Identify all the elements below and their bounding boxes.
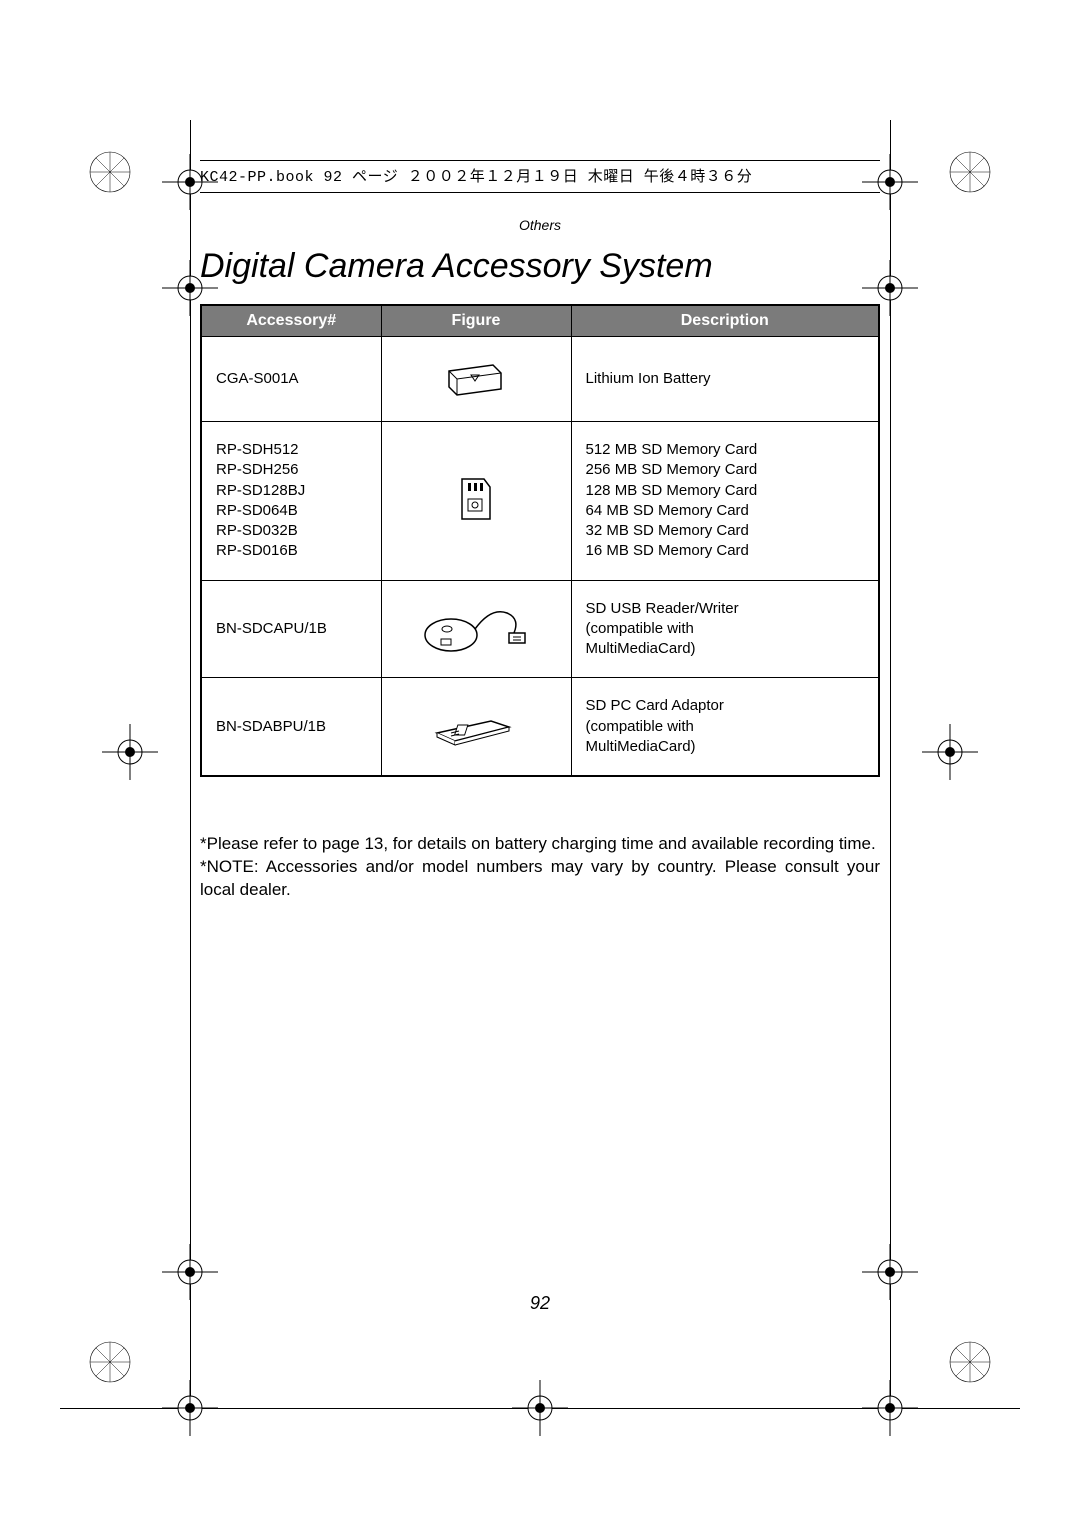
accessory-number: RP-SDH512 RP-SDH256 RP-SD128BJ RP-SD064B… <box>201 422 381 581</box>
battery-icon <box>441 355 511 403</box>
reg-mark-icon <box>948 150 992 194</box>
pccard-icon <box>431 703 521 751</box>
crosshair-icon <box>918 720 982 784</box>
figure-cell <box>381 337 571 422</box>
crosshair-icon <box>98 720 162 784</box>
footnotes: *Please refer to page 13, for details on… <box>200 833 880 902</box>
reg-mark-icon <box>948 1340 992 1384</box>
table-row: BN-SDCAPU/1B SD USB R <box>201 580 879 678</box>
reg-mark-icon <box>88 1340 132 1384</box>
figure-cell <box>381 580 571 678</box>
col-accessory: Accessory# <box>201 305 381 337</box>
footnote-2: *NOTE: Accessories and/or model numbers … <box>200 856 880 902</box>
page-content: KC42-PP.book 92 ページ ２００２年１２月１９日 木曜日 午後４時… <box>200 160 880 1360</box>
reg-mark-icon <box>88 150 132 194</box>
accessory-description: SD PC Card Adaptor (compatible with Mult… <box>571 678 879 776</box>
figure-cell <box>381 422 571 581</box>
accessory-description: Lithium Ion Battery <box>571 337 879 422</box>
crosshair-icon <box>858 1376 922 1440</box>
table-row: RP-SDH512 RP-SDH256 RP-SD128BJ RP-SD064B… <box>201 422 879 581</box>
table-row: CGA-S001A Lithium Ion Battery <box>201 337 879 422</box>
col-figure: Figure <box>381 305 571 337</box>
header-metadata: KC42-PP.book 92 ページ ２００２年１２月１９日 木曜日 午後４時… <box>200 161 880 193</box>
crosshair-icon <box>508 1376 572 1440</box>
page-number: 92 <box>200 1293 880 1314</box>
accessory-number: BN-SDCAPU/1B <box>201 580 381 678</box>
sdcard-icon <box>454 473 498 529</box>
crosshair-icon <box>158 1376 222 1440</box>
table-row: BN-SDABPU/1B SD PC Card Adaptor (com <box>201 678 879 776</box>
page-title: Digital Camera Accessory System <box>200 247 880 286</box>
footnote-1: *Please refer to page 13, for details on… <box>200 833 880 856</box>
accessory-number: CGA-S001A <box>201 337 381 422</box>
section-label: Others <box>200 217 880 233</box>
usbreader-icon <box>421 599 531 659</box>
accessory-description: SD USB Reader/Writer (compatible with Mu… <box>571 580 879 678</box>
accessory-description: 512 MB SD Memory Card 256 MB SD Memory C… <box>571 422 879 581</box>
accessory-number: BN-SDABPU/1B <box>201 678 381 776</box>
col-description: Description <box>571 305 879 337</box>
accessory-table: Accessory# Figure Description CGA-S001A <box>200 304 880 777</box>
figure-cell <box>381 678 571 776</box>
